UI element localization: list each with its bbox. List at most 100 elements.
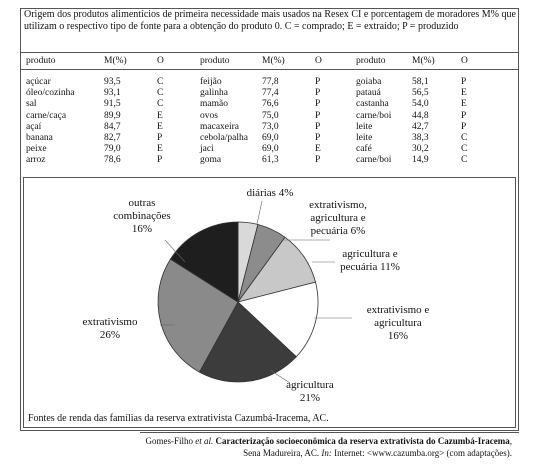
column-header: produto <box>200 56 230 66</box>
etal: et al. <box>195 436 214 446</box>
table-cell: cebola/palha <box>200 133 249 143</box>
table-cell: 69,0 <box>262 133 279 143</box>
table-cell: 14,9 <box>412 155 429 166</box>
value-label: 6% <box>351 225 366 237</box>
table-cell: P <box>461 121 467 132</box>
slice-label: pecuária 6% <box>311 225 366 237</box>
slice-label: pecuária 11% <box>340 261 400 273</box>
value-label: 26% <box>100 329 120 341</box>
table-cell: óleo/cozinha <box>26 88 75 99</box>
table-cell: E <box>315 144 321 155</box>
table-cell: 79,0 <box>104 144 121 155</box>
table-cell: carne/caça <box>26 110 67 121</box>
pie-slice <box>157 258 239 373</box>
table-cell: E <box>461 99 467 110</box>
value-label: 16% <box>132 223 152 235</box>
table-cell: P <box>315 121 321 132</box>
label-line: combinações <box>113 210 170 222</box>
table-cell: P <box>315 155 321 166</box>
table-cell: goiaba <box>356 77 382 87</box>
value-label: 4% <box>279 187 294 199</box>
pie-chart: Fontes de renda das famílias da reserva … <box>28 187 430 424</box>
table-title: Origem dos produtos alimentícios de prim… <box>24 9 516 32</box>
leader-line <box>269 369 291 384</box>
table-cell: 30,2 <box>412 144 429 155</box>
table-cell: C <box>157 88 164 99</box>
table-cell: açúcar <box>26 77 51 87</box>
label-line: agricultura e <box>342 248 397 260</box>
table-cell: C <box>157 99 164 110</box>
caption: Fontes de renda das famílias da reserva … <box>28 413 329 424</box>
table-cell: jaci <box>200 144 214 155</box>
table-cell: feijão <box>200 77 222 87</box>
pie-slice <box>169 221 239 303</box>
table-cell: C <box>461 144 468 155</box>
column-header: M(%) <box>262 56 285 66</box>
label-line: outras <box>129 197 156 209</box>
table-cell: ovos <box>200 110 218 121</box>
table-cell: 77,4 <box>262 88 279 99</box>
table-cell: P <box>315 77 321 87</box>
table-cell: 58,1 <box>412 77 429 87</box>
pie-slice <box>237 281 319 358</box>
slice-label: agricultura <box>286 379 334 391</box>
column-header: produto <box>356 56 386 66</box>
table-cell: arroz <box>26 155 46 166</box>
label-line: agricultura <box>374 317 422 329</box>
table-cell: macaxeira <box>200 121 240 132</box>
table-cell: goma <box>200 155 222 166</box>
table-cell: banana <box>26 133 53 143</box>
column-header: produto <box>26 56 56 66</box>
table-cell: 44,8 <box>412 110 429 121</box>
table-cell: carne/boi <box>356 110 392 121</box>
table-cell: 73,0 <box>262 121 279 132</box>
column-header: O <box>315 56 322 66</box>
table-cell: 69,0 <box>262 144 279 155</box>
table-cell: 56,5 <box>412 88 429 99</box>
leader-line <box>256 200 263 225</box>
table-cell: 38,3 <box>412 133 429 143</box>
label-line: diárias <box>247 187 276 199</box>
table-cell: leite <box>356 121 373 132</box>
value-label: 11% <box>380 261 400 273</box>
source: Internet: <www.cazumba.org> (com adaptaç… <box>334 448 512 458</box>
table-cell: 78,6 <box>104 155 121 166</box>
table-cell: leite <box>356 133 373 143</box>
column-header: M(%) <box>412 56 435 66</box>
table-cell: P <box>315 88 321 99</box>
table-cell: carne/boi <box>356 155 392 166</box>
table-cell: 54,0 <box>412 99 429 110</box>
table-cell: E <box>157 144 163 155</box>
table-cell: 89,9 <box>104 110 121 121</box>
table-cell: E <box>157 121 163 132</box>
author: Gomes-Filho <box>145 436 193 446</box>
slice-label: combinações <box>113 210 170 222</box>
slice-label: outras <box>129 197 156 209</box>
column-header: M(%) <box>104 56 127 66</box>
table-cell: patauá <box>356 88 381 99</box>
table-cell: galinha <box>200 88 228 99</box>
slice-label: extrativismo <box>83 316 138 328</box>
column-header: O <box>157 56 164 66</box>
pie-slice <box>198 301 297 383</box>
table-cell: P <box>461 77 467 87</box>
slice-label: diárias 4% <box>247 187 294 199</box>
rule <box>20 69 519 70</box>
citation-rest: , Sena Madureira, AC. <box>243 436 512 458</box>
in: In: <box>321 448 332 458</box>
slice-label: extrativismo, <box>309 199 367 211</box>
label-line: pecuária <box>311 225 348 237</box>
slice-label: agricultura e <box>310 212 365 224</box>
table-cell: P <box>315 110 321 121</box>
label-line: extrativismo e <box>367 304 430 316</box>
table-cell: P <box>315 99 321 110</box>
chart-box <box>23 177 516 428</box>
table-cell: E <box>461 88 467 99</box>
table-cell: castanha <box>356 99 389 110</box>
table-cell: P <box>461 110 467 121</box>
table-cell: 93,1 <box>104 88 121 99</box>
table-cell: mamão <box>200 99 228 110</box>
table-cell: açaí <box>26 121 42 132</box>
table-cell: C <box>461 133 468 143</box>
